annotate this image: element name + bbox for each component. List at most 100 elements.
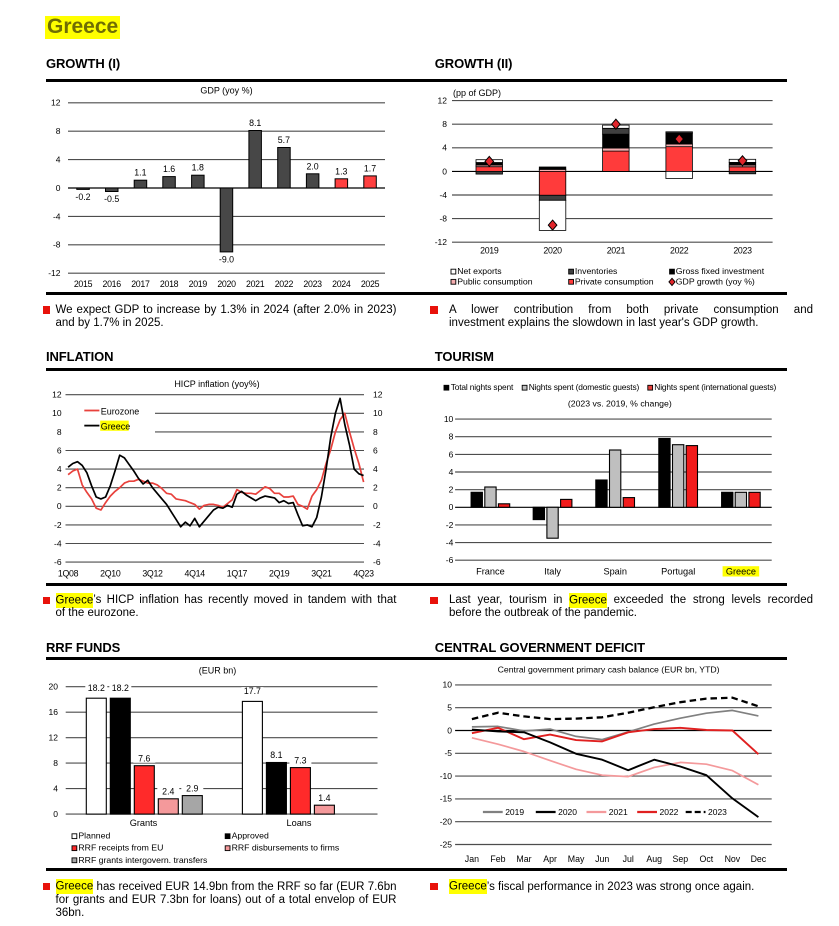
- svg-text:Oct: Oct: [700, 854, 714, 864]
- svg-text:2016: 2016: [103, 279, 122, 289]
- svg-text:8: 8: [56, 126, 61, 136]
- svg-text:2024: 2024: [332, 279, 351, 289]
- svg-text:1.4: 1.4: [318, 793, 330, 803]
- svg-text:10: 10: [443, 680, 453, 690]
- svg-text:12: 12: [52, 390, 62, 400]
- svg-text:4: 4: [449, 467, 454, 477]
- svg-text:1.6: 1.6: [163, 164, 175, 174]
- svg-text:-2: -2: [373, 520, 381, 530]
- svg-text:Central government primary cas: Central government primary cash balance …: [498, 665, 720, 675]
- svg-text:5: 5: [447, 703, 452, 713]
- svg-text:2015: 2015: [74, 279, 93, 289]
- svg-text:2: 2: [373, 483, 378, 493]
- svg-text:12: 12: [373, 390, 383, 400]
- svg-text:2021: 2021: [607, 246, 626, 256]
- svg-text:-6: -6: [54, 557, 62, 567]
- svg-text:(2023 vs. 2019, % change): (2023 vs. 2019, % change): [568, 398, 672, 408]
- svg-text:(EUR bn): (EUR bn): [199, 666, 237, 676]
- svg-text:18.2: 18.2: [88, 683, 105, 693]
- svg-text:Gross fixed investment: Gross fixed investment: [676, 266, 765, 276]
- svg-text:6: 6: [449, 449, 454, 459]
- svg-text:4: 4: [373, 464, 378, 474]
- svg-text:-5: -5: [444, 748, 452, 758]
- svg-text:2022: 2022: [670, 246, 689, 256]
- svg-text:Aug: Aug: [646, 854, 662, 864]
- svg-text:2023: 2023: [733, 246, 752, 256]
- svg-text:Approved: Approved: [232, 831, 269, 841]
- svg-text:-8: -8: [53, 240, 61, 250]
- svg-text:2020: 2020: [558, 807, 577, 817]
- svg-text:2017: 2017: [131, 279, 150, 289]
- svg-text:0: 0: [449, 502, 454, 512]
- svg-text:12: 12: [49, 733, 59, 743]
- svg-text:3Q21: 3Q21: [311, 569, 332, 579]
- svg-text:-12: -12: [48, 268, 61, 278]
- svg-text:Spain: Spain: [603, 567, 627, 577]
- svg-text:Jul: Jul: [623, 854, 634, 864]
- svg-text:1.8: 1.8: [192, 163, 204, 173]
- svg-text:0: 0: [442, 166, 447, 176]
- svg-text:16: 16: [49, 707, 59, 717]
- svg-text:-10: -10: [440, 771, 453, 781]
- svg-text:4Q14: 4Q14: [185, 569, 206, 579]
- svg-text:7.6: 7.6: [138, 753, 150, 763]
- svg-text:-2: -2: [446, 520, 454, 530]
- svg-text:Feb: Feb: [490, 854, 505, 864]
- svg-text:0: 0: [447, 725, 452, 735]
- svg-text:0: 0: [53, 809, 58, 819]
- svg-text:2Q19: 2Q19: [269, 569, 290, 579]
- svg-text:5.7: 5.7: [278, 135, 290, 145]
- svg-text:GDP growth (yoy %): GDP growth (yoy %): [676, 276, 755, 286]
- svg-text:2020: 2020: [217, 279, 236, 289]
- svg-text:2022: 2022: [275, 279, 294, 289]
- svg-text:Portugal: Portugal: [661, 567, 695, 577]
- svg-text:7.3: 7.3: [294, 755, 306, 765]
- svg-text:10: 10: [52, 408, 62, 418]
- svg-text:HICP inflation (yoy%): HICP inflation (yoy%): [174, 379, 259, 389]
- svg-text:0: 0: [57, 501, 62, 511]
- svg-text:Mar: Mar: [516, 854, 531, 864]
- svg-text:-4: -4: [446, 538, 454, 548]
- svg-text:2: 2: [449, 485, 454, 495]
- svg-text:8: 8: [442, 119, 447, 129]
- svg-text:12: 12: [438, 96, 448, 106]
- svg-text:Nights spent (international gu: Nights spent (international guests): [654, 382, 776, 392]
- svg-text:8: 8: [449, 432, 454, 442]
- svg-text:RRF grants intergovern. transf: RRF grants intergovern. transfers: [78, 855, 208, 865]
- svg-text:1.3: 1.3: [335, 166, 347, 176]
- svg-text:Eurozone: Eurozone: [101, 407, 140, 417]
- svg-text:GDP (yoy %): GDP (yoy %): [200, 86, 252, 96]
- svg-text:3Q12: 3Q12: [142, 569, 163, 579]
- svg-text:8.1: 8.1: [249, 118, 261, 128]
- svg-text:10: 10: [373, 408, 383, 418]
- svg-text:Dec: Dec: [751, 854, 767, 864]
- svg-text:(pp of GDP): (pp of GDP): [453, 88, 501, 98]
- svg-text:-6: -6: [446, 555, 454, 565]
- svg-text:Public consumption: Public consumption: [457, 276, 533, 286]
- svg-text:4: 4: [56, 155, 61, 165]
- svg-text:2022: 2022: [660, 807, 679, 817]
- svg-text:2025: 2025: [361, 279, 380, 289]
- svg-text:-20: -20: [440, 817, 453, 827]
- svg-text:2023: 2023: [708, 807, 727, 817]
- svg-text:Greece: Greece: [726, 567, 756, 577]
- svg-text:1Q08: 1Q08: [58, 569, 79, 579]
- svg-text:8.1: 8.1: [270, 750, 282, 760]
- svg-text:Sep: Sep: [672, 854, 688, 864]
- svg-text:-12: -12: [435, 237, 448, 247]
- svg-text:Planned: Planned: [78, 831, 110, 841]
- svg-text:RRF disbursements to firms: RRF disbursements to firms: [232, 843, 340, 853]
- svg-text:-15: -15: [440, 794, 453, 804]
- svg-text:4Q23: 4Q23: [353, 569, 374, 579]
- svg-text:Jan: Jan: [465, 854, 479, 864]
- svg-text:6: 6: [373, 445, 378, 455]
- svg-text:2019: 2019: [189, 279, 208, 289]
- svg-text:-6: -6: [373, 557, 381, 567]
- svg-text:10: 10: [444, 414, 454, 424]
- svg-text:-8: -8: [439, 214, 447, 224]
- svg-text:0: 0: [56, 183, 61, 193]
- svg-text:2021: 2021: [609, 807, 628, 817]
- svg-text:-4: -4: [439, 190, 447, 200]
- svg-text:2019: 2019: [505, 807, 524, 817]
- svg-text:Net exports: Net exports: [457, 266, 502, 276]
